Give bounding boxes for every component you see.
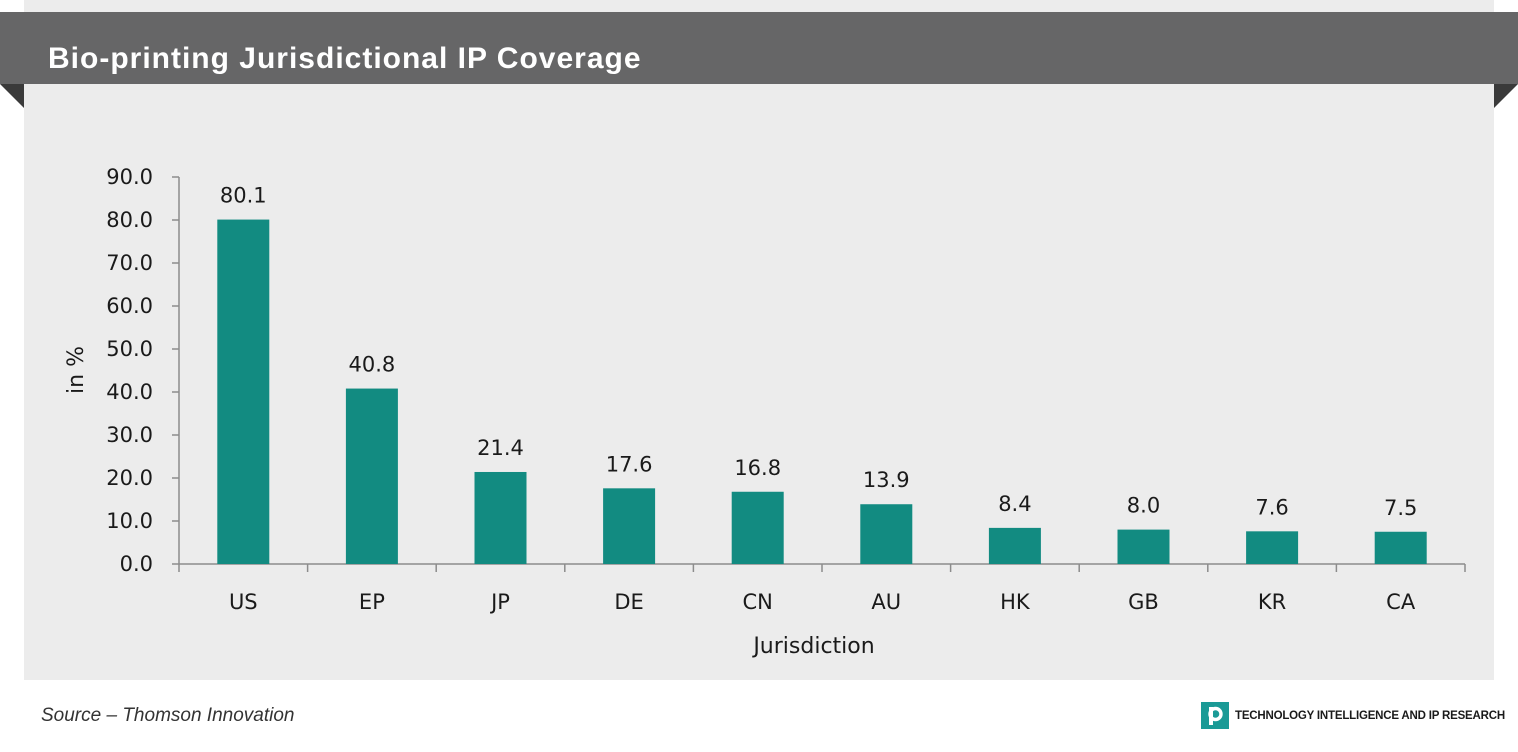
x-tick-label: JP (489, 590, 510, 614)
banner-fold-right (1494, 84, 1518, 108)
x-tick-label: DE (614, 590, 643, 614)
x-tick-label: AU (871, 590, 901, 614)
data-label: 40.8 (349, 353, 396, 377)
chart-labels: 0.0 10.0 20.0 30.0 40.0 50.0 60.0 70.0 80.0 90.0 8… (106, 165, 1417, 614)
bar-jp (474, 471, 527, 564)
brand-logo: TECHNOLOGY INTELLIGENCE AND IP RESEARCH (1201, 702, 1505, 729)
x-tick-label: EP (359, 590, 385, 614)
x-axis-title: Jurisdiction (751, 634, 874, 659)
y-tick-label: 0.0 (120, 552, 153, 576)
brand-text: TECHNOLOGY INTELLIGENCE AND IP RESEARCH (1235, 709, 1505, 722)
bar-hk (988, 527, 1041, 564)
p-logo-icon (1201, 702, 1229, 729)
bar-ep (345, 388, 398, 564)
y-tick-label: 70.0 (106, 251, 153, 275)
x-tick-label: CA (1386, 590, 1416, 614)
bar-us (217, 219, 270, 564)
data-label: 7.5 (1384, 496, 1417, 520)
y-tick-label: 10.0 (106, 509, 153, 533)
title-banner: Bio-printing Jurisdictional IP Coverage (0, 12, 1518, 84)
x-tick-label: GB (1128, 590, 1159, 614)
bar-de (603, 488, 656, 564)
data-label: 17.6 (606, 452, 653, 476)
bar-gb (1117, 529, 1170, 564)
chart-bars (217, 219, 1427, 564)
bar-au (860, 504, 913, 564)
data-label: 7.6 (1255, 495, 1288, 519)
y-tick-label: 30.0 (106, 423, 153, 447)
bar-kr (1246, 531, 1299, 564)
x-tick-label: CN (743, 590, 773, 614)
data-label: 13.9 (863, 468, 910, 492)
y-tick-label: 20.0 (106, 466, 153, 490)
bar-cn (731, 491, 784, 564)
x-tick-label: US (229, 590, 258, 614)
source-note: Source – Thomson Innovation (41, 705, 295, 726)
bar-ca (1374, 531, 1427, 564)
y-tick-label: 40.0 (106, 380, 153, 404)
y-tick-label: 90.0 (106, 165, 153, 189)
data-label: 8.0 (1127, 494, 1160, 518)
data-label: 8.4 (998, 492, 1031, 516)
data-label: 21.4 (477, 436, 524, 460)
banner-fold-left (0, 84, 24, 108)
data-label: 16.8 (734, 456, 781, 480)
y-tick-label: 60.0 (106, 294, 153, 318)
y-axis-title: in % (64, 346, 89, 394)
page-title: Bio-printing Jurisdictional IP Coverage (48, 42, 642, 75)
x-tick-label: HK (1000, 590, 1031, 614)
y-tick-label: 50.0 (106, 337, 153, 361)
data-label: 80.1 (220, 184, 267, 208)
x-tick-label: KR (1258, 590, 1286, 614)
y-tick-label: 80.0 (106, 208, 153, 232)
